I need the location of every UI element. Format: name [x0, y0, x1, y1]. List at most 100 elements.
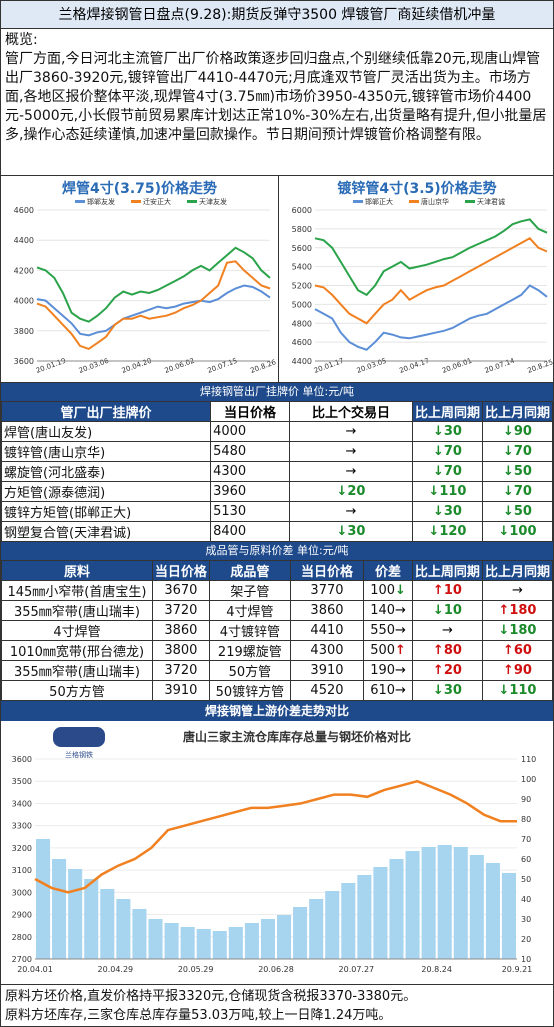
raw-material: 1010㎜宽带(邢台德龙)	[1, 640, 153, 661]
arrow-down-icon: ↓	[502, 504, 514, 519]
vs-last-week: ↓70	[411, 461, 483, 482]
vs-last-month-value: 110	[509, 683, 537, 698]
pipe-price: 4520	[289, 680, 365, 701]
vs-last-week: ↓30	[411, 680, 483, 701]
today-price: 5130	[210, 501, 290, 522]
right-y-tick-label: 90	[521, 795, 531, 804]
pipe-price: 3860	[289, 600, 365, 621]
raw-material: 4寸焊管	[1, 620, 153, 641]
right-y-tick-label: 60	[521, 855, 531, 864]
series-line	[36, 246, 271, 323]
legend-label: 邯郸友发	[87, 197, 115, 206]
arrow-down-icon: ↓	[428, 484, 440, 499]
vs-last-week: ↑80	[411, 640, 483, 661]
vs-last-week: ↓10	[411, 600, 483, 621]
arrow-down-icon: ↓	[336, 484, 348, 499]
column-header: 价差	[363, 560, 413, 581]
vs-last-week-value: 30	[443, 683, 462, 698]
arrow-down-icon: ↓	[432, 683, 444, 698]
left-y-tick-label: 3200	[12, 844, 32, 853]
vs-last-week: ↑20	[411, 660, 483, 681]
inventory-bar	[148, 919, 163, 959]
product-name-value: 镀锌管(唐山京华)	[4, 446, 106, 461]
inventory-bar	[501, 873, 516, 959]
vs-last-month-value: 60	[513, 643, 532, 658]
table-row: 镀锌方矩管(邯郸正大) 5130 → ↓30 ↓50	[0, 501, 554, 522]
x-tick-label: 20.07.15	[206, 357, 238, 375]
x-tick-label: 20.04.17	[398, 357, 430, 375]
vs-last-month-value: 70	[513, 484, 532, 499]
table-row: 355㎜窄带(唐山瑞丰) 3720 50方管 3910 190→ ↑20 ↑90	[1, 660, 554, 681]
finished-pipe-value: 50方管	[228, 665, 272, 680]
column-header: 比上个交易日	[288, 401, 413, 422]
finished-pipe: 架子管	[208, 580, 291, 601]
vs-prev-day-value: 20	[347, 484, 366, 499]
arrow-up-icon: ↑	[432, 583, 444, 598]
raw-material: 355㎜窄带(唐山瑞丰)	[1, 660, 153, 681]
vs-last-week: →	[411, 620, 483, 641]
series-line	[314, 218, 548, 297]
vs-last-month: →	[481, 580, 554, 601]
spread: 500↑	[363, 640, 413, 661]
left-y-tick-label: 3000	[12, 888, 32, 897]
column-header: 管厂出厂挂牌价	[0, 401, 212, 422]
arrow-down-icon: ↓	[432, 504, 444, 519]
inventory-bar	[357, 875, 372, 959]
vs-last-month: ↓180	[481, 620, 554, 641]
y-tick-label: 4600	[14, 206, 34, 215]
inventory-bar	[100, 889, 115, 959]
spread: 550→	[363, 620, 413, 641]
raw-material: 145㎜小窄带(首唐宝生)	[1, 580, 153, 601]
right-y-tick-label: 80	[521, 815, 531, 824]
footer-notes: 原料方坯价格,直发价格持平报3320元,仓储现货含税报3370-3380元。 原…	[1, 985, 553, 1027]
vs-last-month: ↓100	[481, 521, 554, 542]
legend-swatch	[131, 200, 141, 203]
table-row: 4寸焊管 3860 4寸镀锌管 4410 550→ → ↓180	[1, 620, 554, 641]
welded-pipe-chart-svg: 3600 3800 4000 4200 4400 4600 20.01.19 20.03.06…	[14, 197, 278, 375]
vs-prev-day: ↓20	[288, 481, 413, 502]
vs-last-week-value: 70	[443, 444, 462, 459]
vs-last-month-value: 100	[509, 524, 537, 539]
today-price-value: 3960	[213, 484, 247, 499]
finished-pipe-value: 4寸镀锌管	[219, 625, 280, 640]
vs-last-month-value: →	[512, 583, 523, 598]
x-tick-label: 20.05.29	[178, 965, 214, 974]
table-row: 焊管(唐山友发) 4000 → ↓30 ↓90	[0, 421, 554, 442]
left-y-tick-label: 3500	[12, 777, 32, 786]
column-header: 比上周同期	[411, 401, 483, 422]
table-row: 1010㎜宽带(邢台德龙) 3800 219螺旋管 4300 500↑ ↑80 ↑60	[1, 640, 554, 661]
x-tick-label: 20.01.17	[313, 357, 345, 375]
raw-price-value: 3800	[164, 643, 198, 658]
left-y-tick-label: 2800	[12, 933, 32, 942]
vs-last-week-value: 110	[439, 484, 467, 499]
vs-last-week: ↓30	[411, 501, 483, 522]
finished-pipe-value: 4寸焊管	[226, 605, 274, 620]
arrow-down-icon: ↓	[432, 464, 444, 479]
vs-last-month-value: 180	[509, 623, 537, 638]
product-name: 方矩管(源泰德润)	[0, 481, 212, 502]
billet-price-line	[34, 779, 517, 894]
vs-prev-day: →	[288, 441, 413, 462]
right-y-tick-label: 10	[521, 955, 531, 964]
y-tick-label: 5600	[292, 244, 312, 253]
y-tick-label: 3600	[14, 357, 34, 366]
vs-last-week: ↑10	[411, 580, 483, 601]
left-y-tick-label: 3100	[12, 866, 32, 875]
y-tick-label: 5800	[292, 225, 312, 234]
arrow-right-icon: →	[395, 603, 406, 618]
y-tick-label: 4200	[14, 266, 34, 275]
vs-last-month: ↓50	[481, 501, 554, 522]
series-line	[36, 260, 271, 351]
spread-table: 原料 当日价格 成品管 当日价格 价差 比上周同期 比上月同期 145㎜小窄带(首唐宝生) 3…	[1, 560, 554, 701]
right-y-tick-label: 30	[521, 915, 531, 924]
product-name-value: 钢塑复合管(天津君诚)	[4, 526, 132, 541]
series-line	[314, 237, 548, 325]
right-y-tick-label: 50	[521, 875, 531, 884]
right-y-tick-label: 20	[521, 935, 531, 944]
summary-text: 管厂方面,今日河北主流管厂出厂价格政策逐步回归盘点,个别继续低靠20元,现唐山焊…	[5, 51, 547, 143]
inventory-bar	[212, 931, 227, 959]
legend-label: 天津君诚	[477, 197, 505, 206]
vs-prev-day: →	[288, 421, 413, 442]
spread-value: 500	[370, 643, 396, 658]
